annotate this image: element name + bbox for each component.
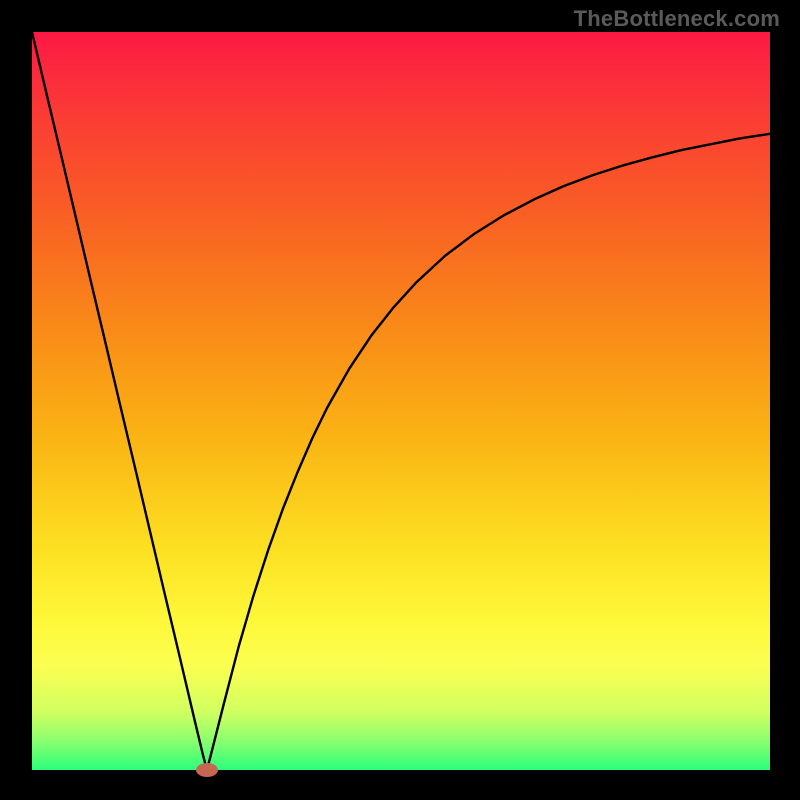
optimal-point-marker [196, 763, 218, 777]
watermark: TheBottleneck.com [574, 6, 780, 32]
bottleneck-curve [0, 0, 800, 800]
